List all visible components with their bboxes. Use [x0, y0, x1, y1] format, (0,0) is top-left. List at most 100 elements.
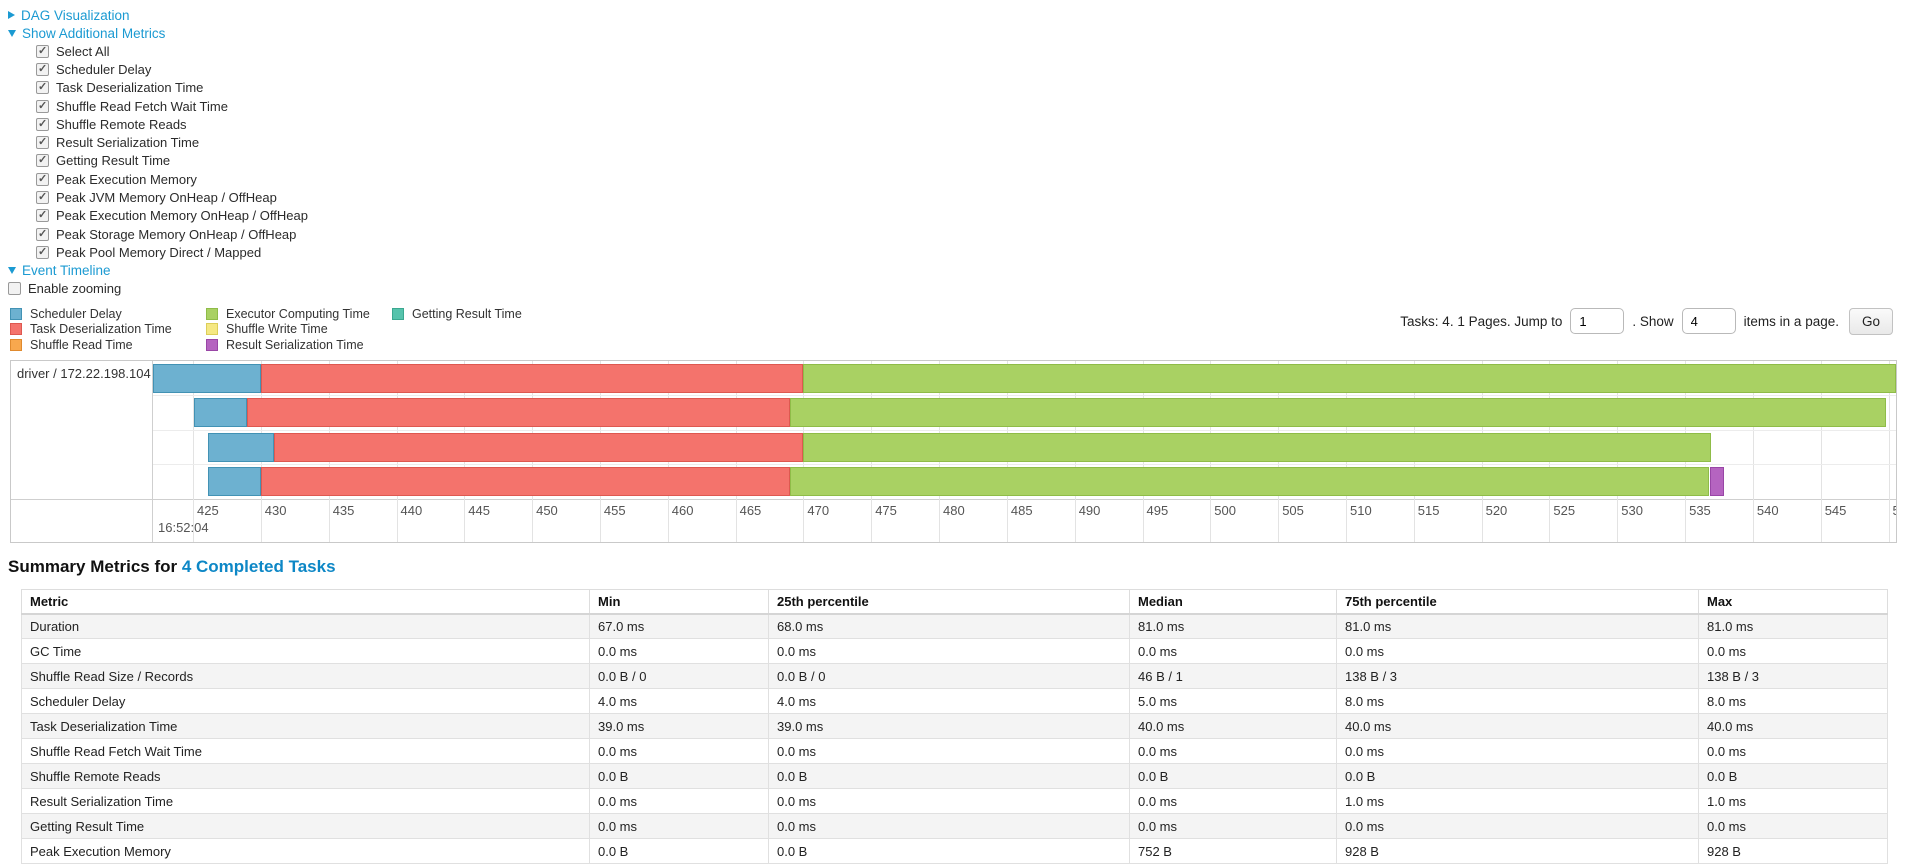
- legend-swatch-icon: [206, 307, 218, 320]
- timeline-bar-segment-executor_computing[interactable]: [803, 363, 1896, 393]
- x-axis-tick-label: 550: [1893, 503, 1897, 518]
- timeline-bar-segment-scheduler_delay[interactable]: [207, 432, 275, 462]
- x-axis-tick-label: 520: [1485, 502, 1508, 518]
- summary-metric-value: 39.0 ms: [768, 713, 1130, 740]
- legend-item: Shuffle Read Time: [10, 337, 206, 353]
- metric-checkbox-9[interactable]: [36, 208, 49, 223]
- timeline-legend-bar: Scheduler Delay Task Deserialization Time…: [10, 306, 1897, 356]
- summary-metrics-table: Metric Min 25th percentile Median 75th perce…: [21, 588, 1888, 865]
- summary-metric-value: 0.0 ms: [1336, 738, 1699, 765]
- legend-swatch-icon: [206, 338, 218, 351]
- show-additional-metrics-toggle[interactable]: Show Additional Metrics: [8, 24, 1907, 42]
- x-axis-tick-label: 460: [671, 502, 694, 518]
- go-button[interactable]: Go: [1848, 307, 1893, 335]
- timeline-bar-segment-task_deserialization[interactable]: [260, 467, 790, 497]
- summary-metric-value: 0.0 ms: [1336, 813, 1699, 840]
- summary-metric-value: 0.0 ms: [1698, 813, 1888, 840]
- metric-checkbox-5[interactable]: [36, 135, 49, 150]
- summary-metric-value: 0.0 ms: [768, 813, 1130, 840]
- x-axis-tick-label: 515: [1417, 502, 1440, 518]
- timeline-bar-segment-executor_computing[interactable]: [803, 432, 1711, 462]
- metric-checkbox-row: Getting Result Time: [36, 152, 1907, 170]
- summary-metric-value: 0.0 ms: [589, 788, 769, 815]
- metric-checkbox-6[interactable]: [36, 153, 49, 168]
- summary-metric-value: 1.0 ms: [1336, 788, 1699, 815]
- summary-metric-value: 0.0 ms: [1129, 813, 1337, 840]
- metric-checkbox-0[interactable]: [36, 44, 49, 58]
- summary-metric-value: 40.0 ms: [1336, 713, 1699, 740]
- metric-checkbox-label: Result Serialization Time: [56, 135, 200, 151]
- timeline-bar-segment-scheduler_delay[interactable]: [207, 467, 261, 497]
- timeline-bar-segment-task_deserialization[interactable]: [274, 432, 804, 462]
- summary-metric-value: 0.0 B: [1698, 763, 1888, 790]
- summary-metric-value: 0.0 B: [589, 838, 769, 865]
- summary-metric-name: Shuffle Read Size / Records: [21, 663, 590, 690]
- summary-metric-name: Getting Result Time: [21, 813, 590, 840]
- timeline-gridline: [1820, 360, 1822, 542]
- metric-checkbox-7[interactable]: [36, 172, 49, 186]
- stage-detail-controls: DAG Visualization Show Additional Metric…: [0, 0, 1907, 298]
- summary-metric-value: 8.0 ms: [1698, 688, 1888, 715]
- summary-metric-value: 0.0 ms: [1129, 738, 1337, 765]
- executor-label-column: driver / 172.22.198.104: [11, 360, 153, 542]
- completed-tasks-link[interactable]: 4 Completed Tasks: [181, 556, 336, 576]
- summary-metric-value: 5.0 ms: [1129, 688, 1337, 715]
- executor-label: driver / 172.22.198.104: [17, 365, 151, 381]
- x-axis-tick-label: 505: [1282, 502, 1304, 518]
- timeline-bar-segment-result_serialization[interactable]: [1709, 467, 1725, 497]
- event-timeline-toggle[interactable]: Event Timeline: [8, 262, 1907, 280]
- summary-metric-value: 752 B: [1129, 838, 1337, 865]
- metric-checkbox-label: Peak Execution Memory OnHeap / OffHeap: [56, 208, 308, 224]
- legend-swatch-icon: [392, 307, 404, 320]
- legend-label: Getting Result Time: [412, 306, 522, 321]
- summary-table-row: Scheduler Delay 4.0 ms 4.0 ms 5.0 ms 8.0 ms 8…: [21, 688, 1888, 715]
- enable-zooming-checkbox[interactable]: [8, 282, 21, 296]
- metric-checkbox-row: Peak Execution Memory: [36, 170, 1907, 188]
- timeline-bar-segment-executor_computing[interactable]: [789, 398, 1886, 428]
- metric-checkbox-2[interactable]: [36, 80, 49, 95]
- summary-metric-value: 0.0 B: [1336, 763, 1699, 790]
- summary-metric-value: 1.0 ms: [1698, 788, 1888, 815]
- timeline-bar-segment-executor_computing[interactable]: [789, 467, 1710, 497]
- timeline-row-separator: [153, 429, 1896, 431]
- x-axis-tick-label: 490: [1078, 502, 1101, 518]
- page-size-input[interactable]: [1681, 308, 1736, 335]
- metric-checkbox-row: Shuffle Read Fetch Wait Time: [36, 97, 1907, 115]
- dag-visualization-label: DAG Visualization: [21, 7, 130, 23]
- metric-checkbox-label: Peak Execution Memory: [56, 171, 197, 187]
- summary-metric-value: 0.0 ms: [768, 788, 1130, 815]
- metric-checkbox-10[interactable]: [36, 227, 49, 241]
- metric-checkbox-row: Peak Execution Memory OnHeap / OffHeap: [36, 207, 1907, 225]
- metric-checkbox-1[interactable]: [36, 62, 49, 76]
- legend-label: Result Serialization Time: [226, 337, 364, 352]
- summary-metric-value: 8.0 ms: [1336, 688, 1699, 715]
- metric-checkbox-11[interactable]: [36, 245, 49, 259]
- summary-metric-value: 0.0 B: [768, 838, 1130, 865]
- summary-title-prefix: Summary Metrics for: [8, 556, 182, 576]
- metric-checkbox-label: Shuffle Remote Reads: [56, 116, 187, 132]
- timeline-plot: 425 430 435 440 445 450 455 460 465 470 475 480 485 4…: [153, 360, 1897, 542]
- metric-checkbox-8[interactable]: [36, 190, 49, 205]
- pagination-items-text: items in a page.: [1743, 313, 1839, 329]
- summary-table-row: Getting Result Time 0.0 ms 0.0 ms 0.0 ms 0.0…: [21, 813, 1888, 840]
- metric-checkbox-label: Getting Result Time: [56, 153, 171, 169]
- metric-checkbox-3[interactable]: [36, 99, 49, 113]
- event-timeline-chart: driver / 172.22.198.104 425 430 435 440 445 4…: [10, 359, 1897, 543]
- legend-item: Executor Computing Time: [206, 306, 392, 322]
- summary-header-4: 75th percentile: [1336, 588, 1699, 615]
- x-axis-tick-label: 510: [1350, 502, 1372, 518]
- summary-metrics-title: Summary Metrics for 4 Completed Tasks: [8, 557, 1907, 577]
- summary-metric-value: 0.0 ms: [1129, 788, 1337, 815]
- metric-checkbox-4[interactable]: [36, 117, 49, 131]
- legend-swatch-icon: [10, 338, 22, 351]
- timeline-bar-segment-scheduler_delay[interactable]: [153, 363, 261, 393]
- metric-checkbox-row: Scheduler Delay: [36, 60, 1907, 78]
- timeline-bar-segment-task_deserialization[interactable]: [247, 398, 790, 428]
- x-axis-tick-label: 525: [1553, 502, 1576, 518]
- summary-table-row: GC Time 0.0 ms 0.0 ms 0.0 ms 0.0 ms 0.0 ms: [21, 638, 1888, 665]
- dag-visualization-toggle[interactable]: DAG Visualization: [8, 6, 1907, 24]
- metric-checkbox-row: Peak Storage Memory OnHeap / OffHeap: [36, 225, 1907, 243]
- timeline-bar-segment-task_deserialization[interactable]: [260, 363, 804, 393]
- timeline-bar-segment-scheduler_delay[interactable]: [194, 398, 248, 428]
- jump-to-page-input[interactable]: [1570, 308, 1625, 335]
